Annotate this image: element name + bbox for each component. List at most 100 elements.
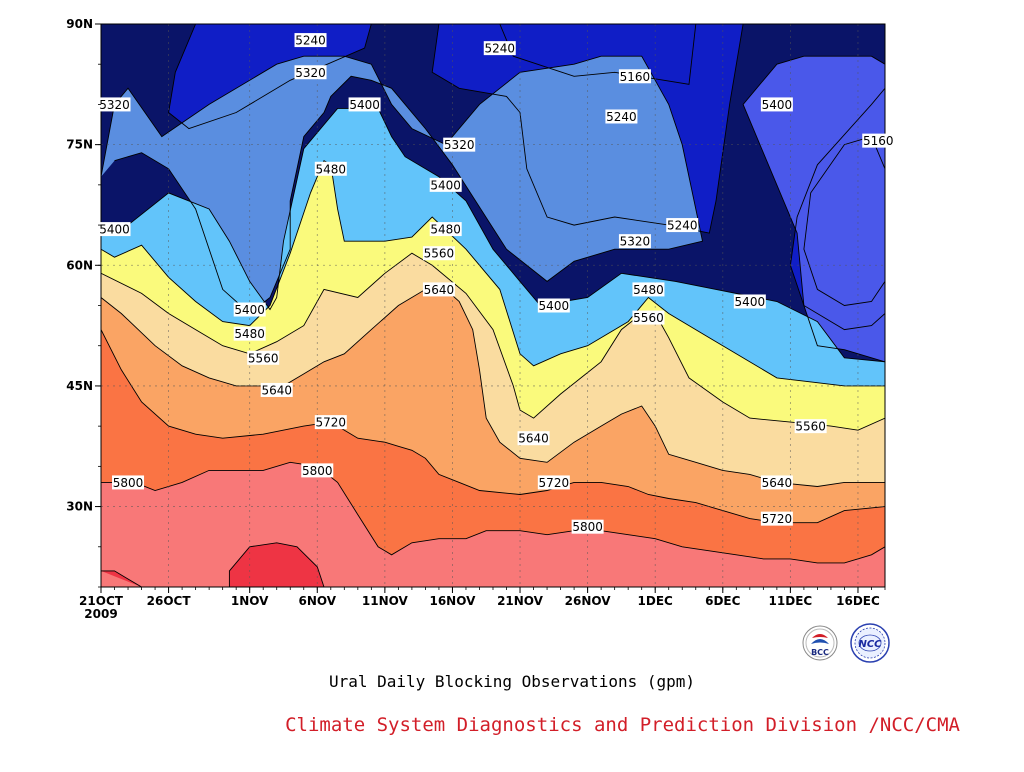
contour-label-bg-11: [429, 177, 462, 192]
x-tick-label-0: 21OCT: [79, 594, 124, 608]
contour-label-14: 5240: [666, 218, 699, 233]
contour-label-17: 5640: [422, 282, 455, 297]
contour-label-8: 5160: [862, 133, 895, 148]
y-tick-label-1: 45N: [66, 379, 93, 393]
x-tick-label-3: 6NOV: [298, 594, 336, 608]
x-tick-label-10: 11DEC: [769, 594, 813, 608]
contour-line-5640-10: [101, 288, 885, 487]
contour-label-text-11: 5400: [430, 178, 461, 192]
contour-label-text-32: 5800: [113, 476, 144, 490]
contour-label-bg-8: [862, 133, 895, 148]
contour-label-text-14: 5240: [667, 219, 698, 233]
contour-label-26: 5560: [794, 419, 827, 434]
fill-band-5320-0: [101, 56, 703, 314]
x-tick-label-4: 11NOV: [362, 594, 409, 608]
contour-label-12: 5400: [98, 222, 131, 237]
contour-label-bg-15: [618, 234, 651, 249]
contour-label-text-27: 5720: [316, 416, 347, 430]
x-tick-label-8: 1DEC: [638, 594, 674, 608]
contour-label-bg-10: [443, 137, 476, 152]
bcc-logo: BCC: [802, 625, 838, 661]
x-tick-label-2: 1NOV: [231, 594, 269, 608]
contour-label-2: 5160: [618, 69, 651, 84]
contour-label-bg-13: [429, 222, 462, 237]
x-tick-sublabel-0: 2009: [84, 607, 117, 621]
contour-label-bg-30: [301, 463, 334, 478]
contour-label-text-13: 5480: [430, 223, 461, 237]
contour-label-text-16: 5560: [424, 247, 455, 261]
x-tick-label-5: 16NOV: [429, 594, 476, 608]
contour-label-bg-32: [112, 475, 145, 490]
contour-line-5800-12: [101, 461, 885, 564]
contour-label-16: 5560: [422, 246, 455, 261]
x-tick-label-1: 26OCT: [147, 594, 192, 608]
contour-label-30: 5800: [301, 463, 334, 478]
contour-label-6: 5240: [605, 109, 638, 124]
x-tick-label-9: 6DEC: [705, 594, 741, 608]
contour-label-bg-25: [260, 382, 293, 397]
contour-label-20: 5400: [537, 298, 570, 313]
fill-pocket-5320-1: [743, 56, 885, 362]
contour-label-text-28: 5640: [518, 432, 549, 446]
contour-label-13: 5480: [429, 222, 462, 237]
contour-label-25: 5640: [260, 382, 293, 397]
contour-label-text-34: 5800: [572, 520, 603, 534]
contour-label-21: 5400: [233, 302, 266, 317]
contour-label-29: 5720: [537, 475, 570, 490]
contour-label-28: 5640: [517, 431, 550, 446]
contour-line-5320-5: [101, 55, 704, 315]
contour-label-bg-3: [98, 97, 131, 112]
contour-label-bg-6: [605, 109, 638, 124]
x-tick-label-7: 26NOV: [565, 594, 612, 608]
contour-label-text-9: 5480: [316, 162, 347, 176]
contour-label-text-17: 5640: [424, 283, 455, 297]
x-tick-label-6: 21NOV: [497, 594, 544, 608]
ncc-logo-text: NCC: [858, 639, 882, 650]
y-tick-label-3: 75N: [66, 138, 93, 152]
contour-label-bg-14: [666, 218, 699, 233]
fill-band-5880-0: [229, 542, 324, 587]
contour-label-bg-31: [760, 475, 793, 490]
contour-label-bg-0: [294, 33, 327, 48]
contour-label-bg-19: [733, 294, 766, 309]
contour-line-5400-7: [101, 107, 885, 363]
contour-label-4: 5320: [294, 65, 327, 80]
contour-label-text-6: 5240: [606, 110, 637, 124]
contour-label-text-8: 5160: [863, 134, 894, 148]
contour-line-5320-6: [742, 55, 885, 363]
contour-label-text-30: 5800: [302, 464, 333, 478]
contour-label-bg-33: [760, 511, 793, 526]
contour-label-text-4: 5320: [295, 66, 326, 80]
contour-label-bg-20: [537, 298, 570, 313]
contour-label-1: 5240: [483, 41, 516, 56]
contour-label-text-31: 5640: [762, 476, 793, 490]
y-tick-label-2: 60N: [66, 258, 93, 272]
contour-label-bg-28: [517, 431, 550, 446]
contour-label-34: 5800: [571, 519, 604, 534]
contour-label-33: 5720: [760, 511, 793, 526]
x-tick-label-11: 16DEC: [836, 594, 880, 608]
contour-label-text-21: 5400: [234, 303, 265, 317]
contour-label-text-12: 5400: [99, 223, 130, 237]
contour-label-bg-23: [233, 326, 266, 341]
contour-line-5480-8: [101, 160, 885, 387]
contour-label-bg-7: [760, 97, 793, 112]
contour-label-bg-17: [422, 282, 455, 297]
contour-label-text-20: 5400: [539, 299, 570, 313]
contour-label-text-23: 5480: [234, 327, 265, 341]
contour-label-text-22: 5560: [633, 311, 664, 325]
contour-label-bg-18: [632, 282, 665, 297]
contour-label-text-5: 5400: [349, 98, 380, 112]
contour-label-27: 5720: [314, 415, 347, 430]
contour-label-7: 5400: [760, 97, 793, 112]
contour-label-bg-5: [348, 97, 381, 112]
contour-label-text-0: 5240: [295, 34, 326, 48]
contour-label-23: 5480: [233, 326, 266, 341]
contour-label-22: 5560: [632, 310, 665, 325]
contour-label-text-19: 5400: [735, 295, 766, 309]
contour-label-text-3: 5320: [99, 98, 130, 112]
contour-label-10: 5320: [443, 137, 476, 152]
credit-line: Climate System Diagnostics and Predictio…: [285, 714, 960, 736]
ncc-logo: NCC: [850, 623, 890, 663]
